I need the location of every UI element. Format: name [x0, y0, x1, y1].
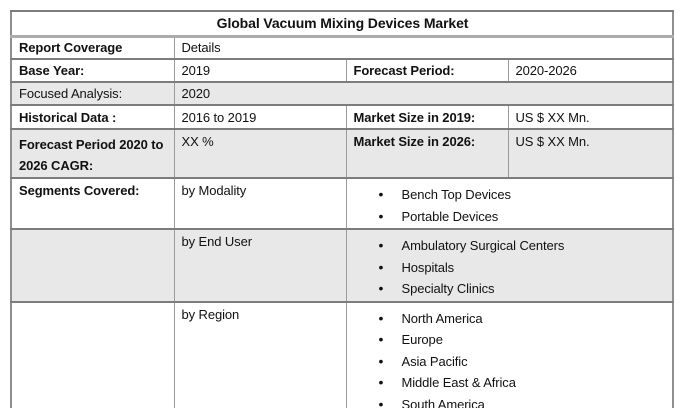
list-item: Asia Pacific	[379, 351, 667, 373]
region-items-list: North America Europe Asia Pacific Middle…	[354, 307, 667, 408]
market-report-table: Global Vacuum Mixing Devices Market Repo…	[10, 10, 675, 408]
forecast-period-label: Forecast Period:	[345, 58, 509, 83]
segments-covered-spacer	[10, 228, 175, 303]
market-size-2026-label: Market Size in 2026:	[345, 128, 509, 179]
segments-end-user-row: by End User Ambulatory Surgical Centers …	[10, 228, 674, 303]
title-row: Global Vacuum Mixing Devices Market	[10, 10, 674, 38]
cagr-value: XX %	[173, 128, 347, 179]
table-title: Global Vacuum Mixing Devices Market	[10, 10, 674, 38]
list-item: North America	[379, 308, 667, 330]
list-item: Middle East & Africa	[379, 372, 667, 394]
modality-items-list: Bench Top Devices Portable Devices	[354, 183, 667, 227]
list-item: Hospitals	[379, 257, 667, 279]
market-size-2026-value: US $ XX Mn.	[507, 128, 674, 179]
base-year-value: 2019	[173, 58, 347, 83]
list-item: Bench Top Devices	[379, 184, 667, 206]
cagr-row: Forecast Period 2020 to 2026 CAGR: XX % …	[10, 128, 674, 179]
report-coverage-label: Report Coverage	[10, 35, 175, 60]
segment-group-modality: by Modality	[173, 177, 347, 230]
historical-data-label: Historical Data :	[10, 104, 175, 130]
segments-covered-label: Segments Covered:	[10, 177, 175, 230]
list-item: Ambulatory Surgical Centers	[379, 235, 667, 257]
segment-group-region: by Region	[173, 300, 347, 408]
report-coverage-value: Details	[173, 35, 674, 60]
report-coverage-row: Report Coverage Details	[10, 35, 674, 60]
market-size-2019-label: Market Size in 2019:	[345, 104, 509, 130]
list-item: Portable Devices	[379, 206, 667, 228]
segments-region-row: by Region North America Europe Asia Paci…	[10, 300, 674, 408]
segments-covered-spacer	[10, 300, 175, 408]
cagr-label: Forecast Period 2020 to 2026 CAGR:	[10, 128, 175, 179]
segment-group-end-user: by End User	[173, 228, 347, 303]
focused-analysis-row: Focused Analysis: 2020	[10, 81, 674, 106]
base-year-label: Base Year:	[10, 58, 175, 83]
list-item: Specialty Clinics	[379, 278, 667, 300]
market-size-2019-value: US $ XX Mn.	[507, 104, 674, 130]
modality-items-cell: Bench Top Devices Portable Devices	[345, 177, 674, 230]
forecast-period-value: 2020-2026	[507, 58, 674, 83]
segments-modality-row: Segments Covered: by Modality Bench Top …	[10, 177, 674, 230]
end-user-items-cell: Ambulatory Surgical Centers Hospitals Sp…	[345, 228, 674, 303]
region-items-cell: North America Europe Asia Pacific Middle…	[345, 300, 674, 408]
list-item: South America	[379, 394, 667, 408]
end-user-items-list: Ambulatory Surgical Centers Hospitals Sp…	[354, 234, 667, 300]
historical-data-value: 2016 to 2019	[173, 104, 347, 130]
focused-analysis-value: 2020	[173, 81, 674, 106]
historical-data-row: Historical Data : 2016 to 2019 Market Si…	[10, 104, 674, 130]
list-item: Europe	[379, 329, 667, 351]
focused-analysis-label: Focused Analysis:	[10, 81, 175, 106]
base-year-row: Base Year: 2019 Forecast Period: 2020-20…	[10, 58, 674, 83]
